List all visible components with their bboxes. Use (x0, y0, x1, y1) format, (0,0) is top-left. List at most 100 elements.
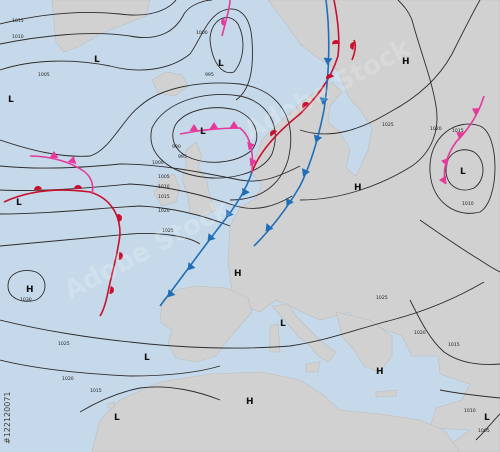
occluded-front-line (221, 0, 231, 37)
occluded-front-symbol (189, 124, 199, 131)
warm-front-symbol (34, 186, 42, 191)
north-africa-land (91, 371, 461, 452)
isobar-label: 1005 (158, 174, 170, 180)
isobar-line (79, 386, 221, 413)
balkans-land (335, 311, 393, 373)
isobar-line (445, 149, 484, 191)
cold-front-line (253, 0, 330, 247)
low-pressure-label: L (280, 319, 286, 329)
cold-front-symbol (313, 134, 323, 143)
isobar-line (439, 389, 500, 399)
isobar-line (409, 299, 500, 365)
warm-front-symbol (109, 286, 114, 294)
isobar-label: 1030 (20, 297, 32, 303)
isobar-label: 1025 (376, 295, 388, 301)
occluded-front-symbol (209, 122, 219, 129)
isobar-label: 1015 (12, 18, 24, 24)
isobar-label: 1025 (382, 122, 394, 128)
isobar-label: 1015 (158, 194, 170, 200)
cold-front-symbol (319, 97, 329, 105)
occluded-front-line (29, 155, 94, 195)
isobar-label: 1010 (464, 408, 476, 414)
front-symbols (34, 18, 481, 298)
isobar-label: 1020 (414, 330, 426, 336)
high-pressure-label: H (234, 269, 242, 279)
occluded-front-symbol (249, 157, 257, 167)
weather-fronts (3, 0, 485, 317)
isobar-line (475, 413, 500, 441)
isobar-label: 1010 (12, 34, 24, 40)
warm-front-line (3, 189, 121, 317)
atlantic-island-land (107, 401, 115, 409)
occluded-front-symbol (456, 131, 465, 140)
isobar-line (0, 82, 292, 201)
isobar-labels: 1010 1015 1005 1000 995 990 995 1000 100… (12, 18, 490, 434)
warm-front-symbol (302, 102, 310, 109)
isobars (0, 0, 500, 441)
occluded-front-symbol (221, 18, 226, 26)
high-pressure-label: H (26, 285, 34, 295)
isobar-label: 990 (172, 144, 181, 150)
warm-front-symbol (332, 40, 340, 45)
cold-front-symbol (187, 262, 196, 271)
isobar-line (429, 123, 496, 214)
warm-front-symbol (350, 42, 355, 50)
isobar-line (0, 359, 221, 377)
iberia-land (159, 285, 253, 363)
isobar-label: 1005 (38, 72, 50, 78)
occluded-front-symbol (471, 108, 481, 116)
low-pressure-label: L (484, 413, 490, 423)
isobar-label: 1010 (462, 201, 474, 207)
crete-land (375, 389, 397, 398)
low-pressure-label: L (218, 59, 224, 69)
occluded-front-symbol (247, 141, 255, 151)
low-pressure-label: L (16, 198, 22, 208)
isobar-line (0, 0, 213, 45)
warm-front-line (251, 0, 340, 173)
warm-front-line (351, 39, 357, 61)
high-pressure-label: H (246, 397, 254, 407)
warm-front-symbol (118, 252, 123, 260)
isobar-line (0, 205, 231, 227)
occluded-front-symbol (439, 175, 446, 185)
isobar-line (299, 0, 481, 135)
low-pressure-label: L (114, 413, 120, 423)
isobar-line (419, 219, 500, 273)
sicily-land (305, 361, 321, 373)
italy-land (271, 303, 337, 363)
low-pressure-label: L (94, 55, 100, 65)
pressure-centers: L L L L L L L L L L H H H H H H (8, 55, 490, 423)
isobar-label: 1005 (478, 428, 490, 434)
isobar-label: 1025 (58, 341, 70, 347)
occluded-front-line (179, 127, 254, 173)
isobar-label: 1025 (162, 228, 174, 234)
isobar-line (299, 0, 438, 201)
cold-front-symbol (207, 233, 216, 242)
isobar-label: 1000 (152, 160, 164, 166)
isobar-line (0, 0, 177, 25)
low-pressure-label: L (144, 353, 150, 363)
isobar-line (0, 8, 253, 101)
isobar-label: 995 (178, 154, 187, 160)
ireland-land (153, 173, 181, 207)
cold-front-symbol (167, 289, 176, 298)
occluded-front-symbol (229, 121, 239, 128)
cold-front-symbol (265, 223, 274, 232)
isobar-label: 1015 (448, 342, 460, 348)
isobar-line (209, 17, 244, 74)
high-pressure-label: H (376, 367, 384, 377)
occluded-front-symbol (441, 157, 449, 167)
warm-front-symbol (326, 74, 334, 80)
isobar-label: 1000 (196, 30, 208, 36)
high-pressure-label: H (402, 57, 410, 67)
low-pressure-label: L (460, 167, 466, 177)
isobar-label: 1020 (62, 376, 74, 382)
isobar-line (7, 270, 46, 302)
cold-front-symbol (242, 187, 250, 197)
warm-front-symbol (74, 185, 82, 189)
isobar-label: 995 (205, 72, 214, 78)
isobar-label: 1020 (430, 126, 442, 132)
isobar-label: 1020 (158, 208, 170, 214)
